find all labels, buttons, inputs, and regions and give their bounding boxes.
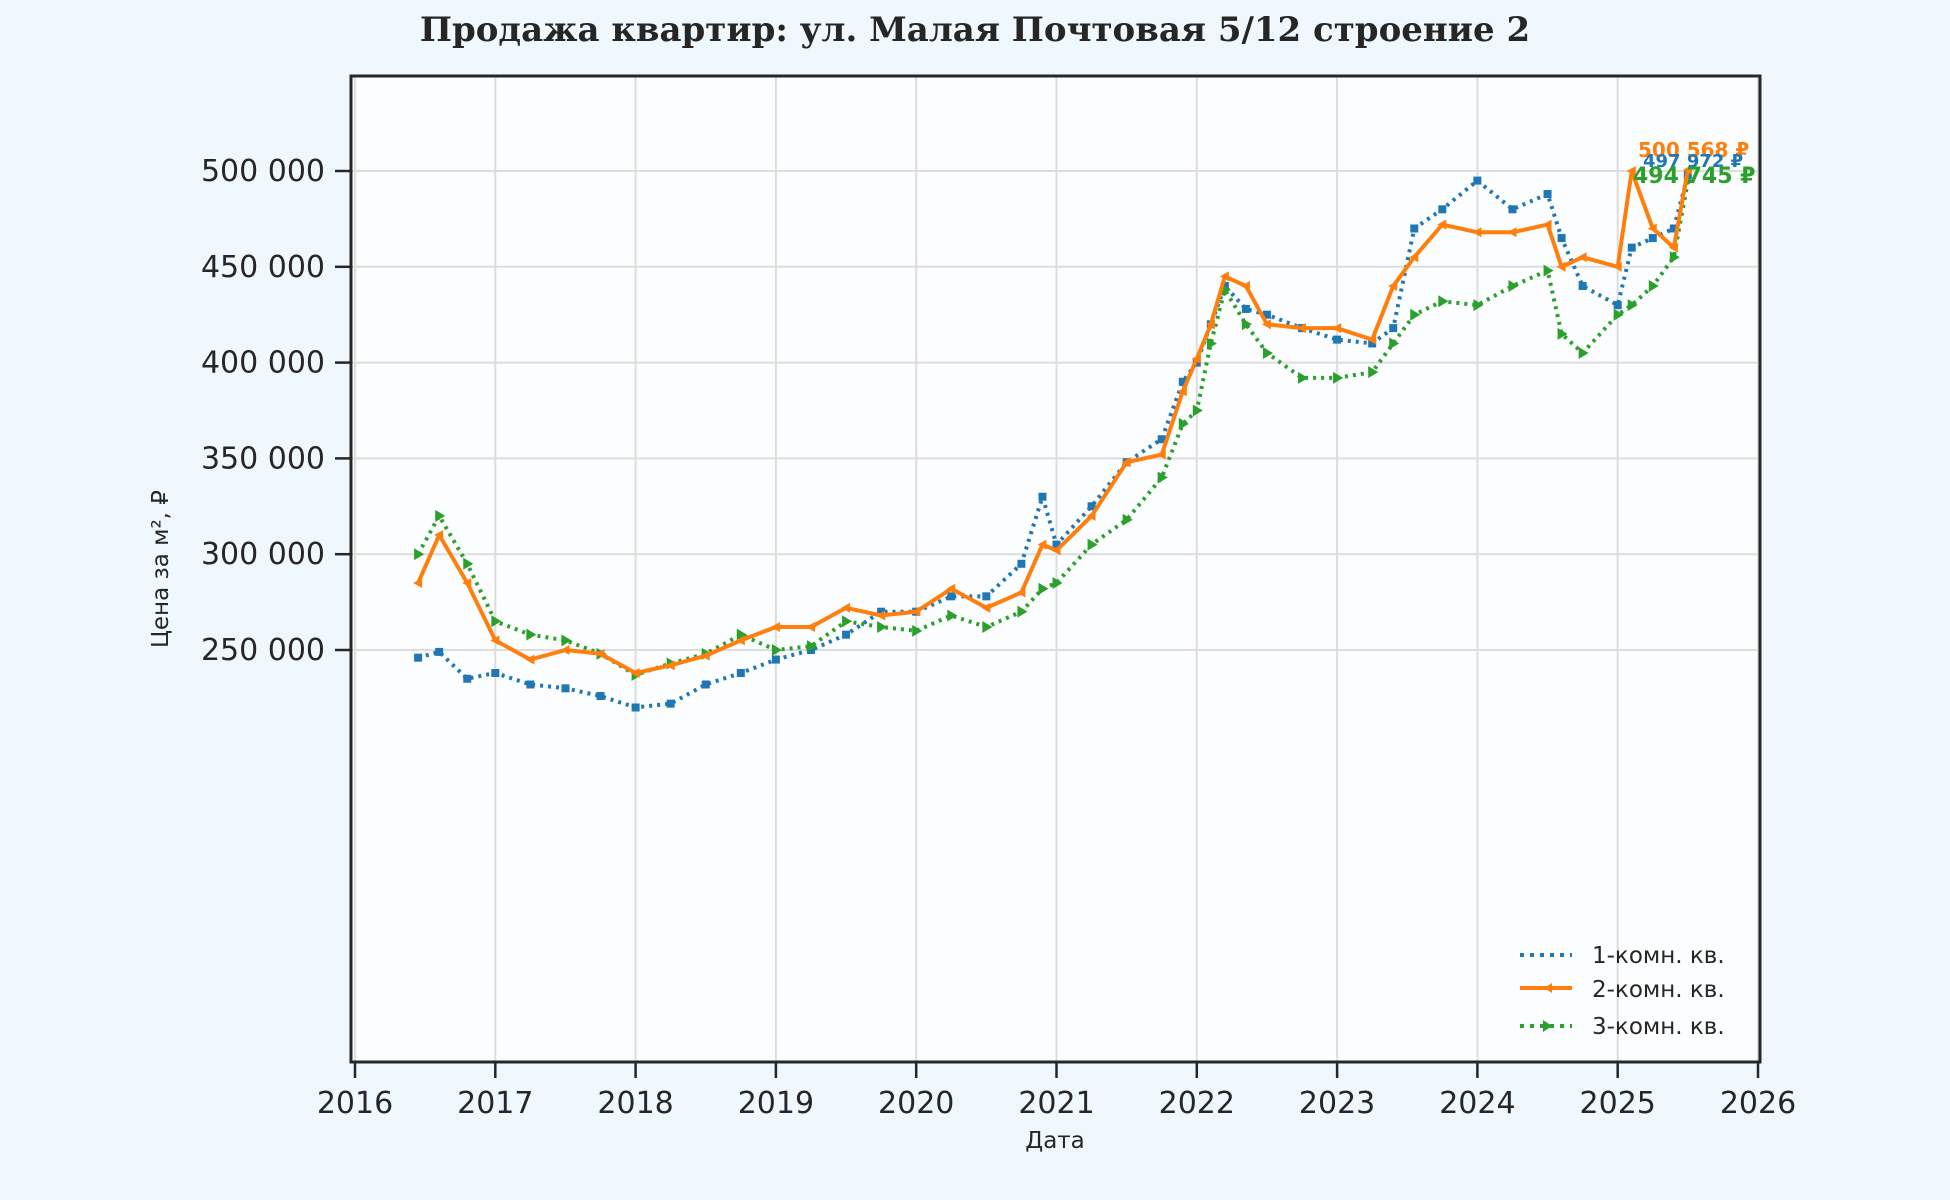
x-tick-label: 2021 — [1018, 1086, 1094, 1121]
x-tick-label: 2024 — [1439, 1086, 1515, 1121]
legend-label-2-room: 2-комн. кв. — [1592, 977, 1725, 1003]
annotation-1-room: 497 972 ₽ — [1643, 151, 1743, 172]
y-tick-label: 250 000 — [201, 633, 325, 668]
y-tick-label: 300 000 — [201, 537, 325, 572]
x-axis-label: Дата — [1025, 1128, 1085, 1154]
series-group — [413, 164, 1694, 712]
x-tick-label: 2016 — [317, 1086, 393, 1121]
y-tick-label: 450 000 — [201, 250, 325, 285]
annotation-3-room: 494 745 ₽ — [1633, 164, 1755, 189]
x-tick-label: 2017 — [457, 1086, 533, 1121]
x-tick-label: 2018 — [597, 1086, 673, 1121]
series-line — [417, 174, 1690, 710]
y-axis-label: Цена за м², ₽ — [148, 490, 174, 648]
x-tick-label: 2022 — [1159, 1086, 1235, 1121]
grid-lines — [351, 76, 1760, 1062]
chart-title: Продажа квартир: ул. Малая Почтовая 5/12… — [419, 10, 1531, 50]
x-axis: 2016 2017 2018 2019 2020 2021 2022 2023 2024 2025… — [317, 1062, 1796, 1121]
legend-label-3-room: 3-комн. кв. — [1592, 1014, 1725, 1040]
x-tick-label: 2019 — [738, 1086, 814, 1121]
x-tick-label: 2020 — [878, 1086, 954, 1121]
legend-3-room-marker-icon — [1543, 1020, 1552, 1032]
legend: 1-комн. кв. 2-комн. кв. 3-комн. кв. — [1520, 943, 1725, 1040]
y-tick-label: 500 000 — [201, 154, 325, 189]
series-line — [416, 169, 1690, 675]
annotation-2-room: 500 568 ₽ — [1638, 138, 1749, 162]
y-axis: 250 000 300 000 350 000 400 000 450 000 500 0… — [201, 154, 351, 668]
y-tick-label: 400 000 — [201, 346, 325, 381]
x-tick-label: 2026 — [1720, 1086, 1796, 1121]
x-tick-label: 2023 — [1299, 1086, 1375, 1121]
x-tick-label: 2025 — [1580, 1086, 1656, 1121]
series-line — [416, 180, 1690, 677]
end-annotations: 500 568 ₽ 497 972 ₽ 494 745 ₽ — [1633, 138, 1755, 189]
legend-2-room-marker-icon — [1544, 983, 1552, 993]
legend-label-1-room: 1-комн. кв. — [1592, 943, 1725, 969]
y-tick-label: 350 000 — [201, 441, 325, 476]
